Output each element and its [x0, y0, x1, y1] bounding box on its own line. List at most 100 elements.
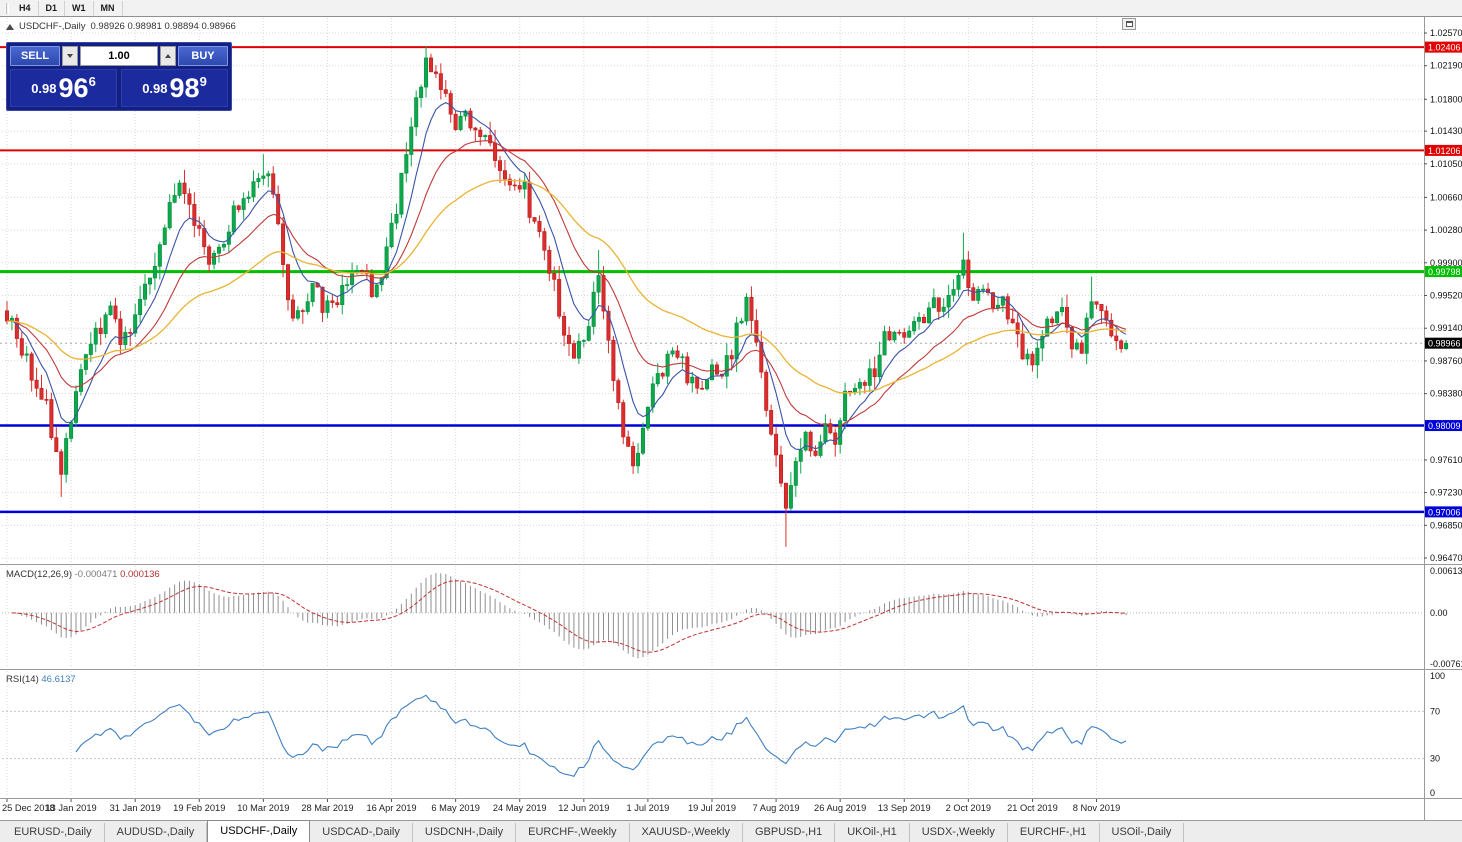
svg-text:1 Jul 2019: 1 Jul 2019 [626, 803, 669, 813]
chart-tab-xauusd-weekly[interactable]: XAUUSD-,Weekly [629, 823, 743, 842]
macd-main-value: -0.000471 [74, 569, 118, 580]
sell-price-display[interactable]: 0.98 96 6 [10, 69, 117, 107]
lot-increase-button[interactable] [160, 46, 176, 66]
rsi-indicator-label: RSI(14) 46.6137 [6, 674, 76, 685]
macd-layer [2, 573, 1424, 659]
svg-text:13 Sep 2019: 13 Sep 2019 [878, 803, 931, 813]
svg-text:1.02570: 1.02570 [1430, 28, 1462, 38]
svg-text:21 Oct 2019: 21 Oct 2019 [1007, 803, 1058, 813]
svg-text:24 May 2019: 24 May 2019 [493, 803, 547, 813]
timeframe-mn-button[interactable]: MN [94, 0, 123, 16]
price-axis-layer: 1.02570 1.02190 1.01800 1.01430 1.01050 1.006… [1424, 28, 1462, 798]
svg-text:8 Nov 2019: 8 Nov 2019 [1073, 803, 1121, 813]
svg-text:0.96470: 0.96470 [1430, 553, 1462, 563]
svg-text:2 Oct 2019: 2 Oct 2019 [946, 803, 991, 813]
horizontal-levels-layer [0, 46, 1424, 514]
svg-text:6 May 2019: 6 May 2019 [431, 803, 480, 813]
svg-text:70: 70 [1430, 706, 1440, 716]
rsi-name: RSI(14) [6, 674, 39, 685]
buy-price-pip-digit: 9 [199, 74, 207, 89]
chart-tab-usdcnh-daily[interactable]: USDCNH-,Daily [412, 823, 517, 842]
buy-price-display[interactable]: 0.98 98 9 [121, 69, 228, 107]
chart-tab-usdchf-daily[interactable]: USDCHF-,Daily [207, 820, 311, 842]
svg-text:0.96850: 0.96850 [1430, 520, 1462, 530]
timeframe-h4-button[interactable]: H4 [12, 0, 39, 16]
buy-button[interactable]: BUY [178, 46, 228, 66]
chart-tab-usdcad-daily[interactable]: USDCAD-,Daily [310, 823, 413, 842]
chart-tabs-bar: EURUSD-,Daily AUDUSD-,Daily USDCHF-,Daily U… [0, 820, 1462, 842]
svg-text:0.98966: 0.98966 [1428, 339, 1461, 349]
macd-name: MACD(12,26,9) [6, 569, 72, 580]
chart-tab-eurusd-daily[interactable]: EURUSD-,Daily [2, 823, 105, 842]
svg-text:25 Dec 2018: 25 Dec 2018 [2, 803, 55, 813]
svg-text:-0.00761: -0.00761 [1430, 659, 1462, 669]
svg-text:0.98380: 0.98380 [1430, 389, 1462, 399]
svg-text:0.97610: 0.97610 [1430, 455, 1462, 465]
chart-tab-usoil-daily[interactable]: USOil-,Daily [1099, 823, 1185, 842]
chart-tab-gbpusd-h1[interactable]: GBPUSD-,H1 [742, 823, 836, 842]
chart-expand-triangle-icon[interactable] [6, 23, 14, 30]
svg-text:30: 30 [1430, 754, 1440, 764]
svg-text:1.01206: 1.01206 [1428, 146, 1461, 156]
svg-text:0.99520: 0.99520 [1430, 291, 1462, 301]
svg-text:0: 0 [1430, 788, 1435, 798]
chart-tab-ukoil-h1[interactable]: UKOil-,H1 [835, 823, 910, 842]
svg-text:16 Apr 2019: 16 Apr 2019 [366, 803, 416, 813]
buy-price-prefix: 0.98 [142, 80, 168, 96]
svg-text:0.98009: 0.98009 [1428, 421, 1461, 431]
svg-text:0.99900: 0.99900 [1430, 258, 1462, 268]
chart-tab-usdx-weekly[interactable]: USDX-,Weekly [909, 823, 1008, 842]
chart-background [0, 17, 1462, 820]
svg-text:10 Mar 2019: 10 Mar 2019 [237, 803, 289, 813]
sell-price-big-digits: 96 [58, 72, 89, 103]
chart-ohlc-values: 0.98926 0.98981 0.98894 0.98966 [90, 21, 236, 32]
sell-button[interactable]: SELL [10, 46, 60, 66]
svg-text:1.00280: 1.00280 [1430, 225, 1462, 235]
svg-text:100: 100 [1430, 671, 1445, 681]
svg-text:0.00613: 0.00613 [1430, 566, 1462, 576]
moving-averages-layer [6, 101, 1127, 450]
triangle-down-icon [67, 54, 73, 58]
macd-signal-value: 0.000136 [120, 569, 160, 580]
svg-text:1.01050: 1.01050 [1430, 159, 1462, 169]
svg-text:1.01800: 1.01800 [1430, 94, 1462, 104]
price-badges-layer: 1.02406 1.01206 0.99798 0.98009 0.97006 0.989… [1425, 41, 1462, 518]
svg-text:12 Jun 2019: 12 Jun 2019 [558, 803, 609, 813]
sell-price-prefix: 0.98 [31, 80, 57, 96]
chart-symbol-label: USDCHF-,Daily [19, 21, 86, 32]
lot-decrease-button[interactable] [62, 46, 78, 66]
macd-indicator-label: MACD(12,26,9) -0.000471 0.000136 [6, 569, 160, 580]
svg-text:1.02190: 1.02190 [1430, 61, 1462, 71]
candlesticks-layer [5, 45, 1129, 547]
svg-text:7 Aug 2019: 7 Aug 2019 [753, 803, 800, 813]
chart-tab-eurchf-weekly[interactable]: EURCHF-,Weekly [516, 823, 630, 842]
svg-text:0.00: 0.00 [1430, 608, 1448, 618]
svg-text:13 Jan 2019: 13 Jan 2019 [45, 803, 96, 813]
svg-text:0.97230: 0.97230 [1430, 488, 1462, 498]
timeframe-toolbar: H4 D1 W1 MN [0, 0, 1462, 17]
svg-text:31 Jan 2019: 31 Jan 2019 [110, 803, 161, 813]
svg-text:0.98760: 0.98760 [1430, 356, 1462, 366]
svg-text:19 Feb 2019: 19 Feb 2019 [173, 803, 225, 813]
chart-tab-audusd-daily[interactable]: AUDUSD-,Daily [104, 823, 208, 842]
buy-price-big-digits: 98 [169, 72, 200, 103]
restore-window-icon[interactable] [1122, 18, 1136, 30]
chart-title: USDCHF-,Daily 0.98926 0.98981 0.98894 0.… [6, 21, 236, 32]
grid-layer [2, 18, 1424, 797]
timeframe-d1-button[interactable]: D1 [39, 0, 66, 16]
svg-text:1.00660: 1.00660 [1430, 192, 1462, 202]
svg-text:26 Aug 2019: 26 Aug 2019 [814, 803, 866, 813]
lot-size-input[interactable] [80, 46, 158, 66]
chart-tab-eurchf-h1[interactable]: EURCHF-,H1 [1007, 823, 1100, 842]
svg-text:19 Jul 2019: 19 Jul 2019 [688, 803, 736, 813]
svg-text:1.01430: 1.01430 [1430, 126, 1462, 136]
rsi-value: 46.6137 [41, 674, 76, 685]
svg-text:0.99798: 0.99798 [1428, 267, 1461, 277]
svg-text:1.02406: 1.02406 [1428, 43, 1461, 53]
timeframe-w1-button[interactable]: W1 [65, 0, 94, 16]
svg-text:0.97006: 0.97006 [1428, 507, 1461, 517]
